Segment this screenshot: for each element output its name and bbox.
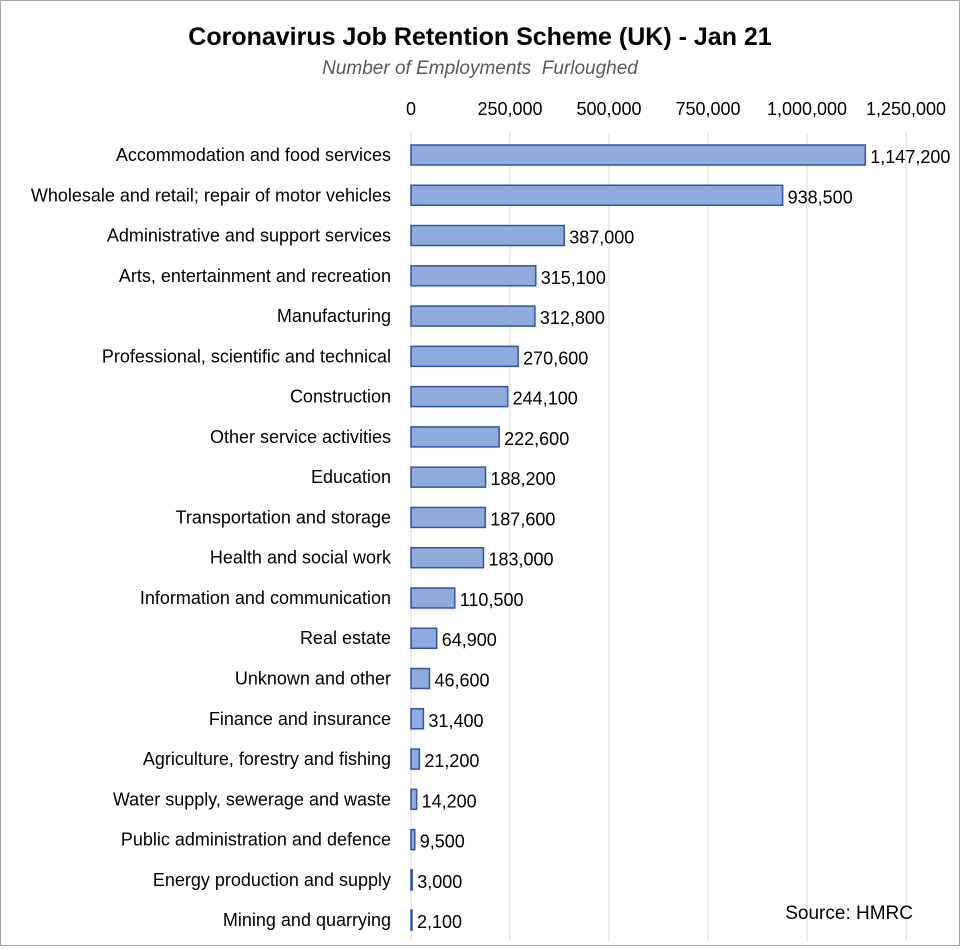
source-note: Source: HMRC [785,903,913,924]
gridlines [410,133,907,941]
bar [410,869,413,891]
category-label: Information and communication [140,588,391,608]
data-label: 312,800 [540,308,605,328]
bar [410,546,485,569]
data-label: 187,600 [490,509,555,529]
data-label: 21,200 [424,751,479,771]
category-label: Finance and insurance [209,709,391,729]
category-label: Administrative and support services [107,226,391,246]
bar [410,708,425,730]
category-label: Energy production and supply [153,870,391,890]
bar [410,506,487,529]
category-label: Agriculture, forestry and fishing [143,749,391,769]
bar [410,828,416,851]
bar [410,305,536,327]
x-tick-label: 1,250,000 [866,99,946,119]
bar [410,627,438,649]
category-labels: Accommodation and food services Wholesale… [31,145,392,930]
x-tick-label: 500,000 [576,99,641,119]
x-tick-label: 750,000 [675,99,740,119]
data-label: 31,400 [428,711,483,731]
data-label: 387,000 [569,228,634,248]
data-label: 9,500 [420,832,465,852]
category-label: Health and social work [210,548,392,568]
data-label: 110,500 [460,590,524,610]
bar [410,587,456,609]
bar [410,144,867,166]
data-label: 938,500 [788,187,853,207]
x-tick-label: 1,000,000 [767,99,847,119]
category-label: Wholesale and retail; repair of motor ve… [31,185,391,205]
bar [410,748,421,770]
category-label: Real estate [300,628,391,648]
x-tick-label: 0 [406,99,416,119]
category-label: Manufacturing [277,306,391,326]
bar [410,265,537,287]
bar [410,667,431,690]
category-label: Public administration and defence [121,830,391,850]
category-label: Other service activities [210,427,391,447]
bar [410,385,509,408]
x-axis-ticks: 0 250,000 500,000 750,000 1,000,000 1,250,000 [406,99,946,119]
chart-subtitle: Number of Employments Furloughed [322,58,639,79]
category-label: Transportation and storage [176,507,391,527]
bars [410,144,867,931]
bar [410,788,418,811]
chart-title: Coronavirus Job Retention Scheme (UK) - … [188,23,772,51]
category-label: Education [311,467,391,487]
data-label: 244,100 [513,389,578,409]
bar [410,909,413,931]
data-label: 1,147,200 [870,147,950,167]
data-label: 3,000 [417,872,462,892]
category-label: Professional, scientific and technical [102,346,391,366]
bar [410,224,566,247]
data-label: 270,600 [523,348,588,368]
x-tick-label: 250,000 [477,99,542,119]
data-labels: 1,147,200 938,500 387,000 315,100 312,800 270… [417,147,950,932]
bar [410,426,500,448]
category-label: Accommodation and food services [116,145,391,165]
data-label: 46,600 [434,671,489,691]
category-label: Water supply, sewerage and waste [113,789,391,809]
data-label: 64,900 [442,630,497,650]
data-label: 14,200 [422,791,477,811]
bar [410,466,487,488]
bar [410,345,519,368]
data-label: 188,200 [491,469,556,489]
category-label: Unknown and other [235,669,391,689]
category-label: Arts, entertainment and recreation [119,266,391,286]
bar [410,184,784,207]
data-label: 2,100 [417,912,462,932]
category-label: Construction [290,387,391,407]
category-label: Mining and quarrying [223,910,391,930]
data-label: 222,600 [504,429,569,449]
data-label: 183,000 [488,550,553,570]
data-label: 315,100 [541,268,606,288]
